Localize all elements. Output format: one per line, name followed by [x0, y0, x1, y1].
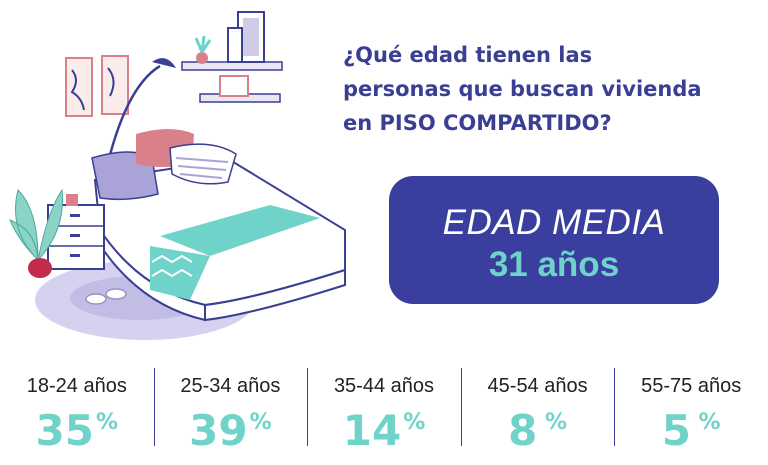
age-percentage: 5 % [614, 398, 768, 465]
nightstand-knob [70, 214, 80, 217]
age-stat: 35-44 años 14% [307, 366, 461, 455]
bed-front [204, 268, 346, 322]
slipper-left [85, 293, 107, 305]
percentage-number: 39 [189, 406, 248, 455]
age-range-label: 45-54 años [487, 375, 588, 397]
blanket-hang [150, 246, 210, 300]
age-percentage: 35% [0, 398, 154, 465]
nightstand-knob [70, 234, 80, 237]
percentage-number: 35 [35, 406, 94, 455]
age-percentage: 39% [154, 398, 308, 465]
frame-art [70, 69, 85, 111]
shelf-pot [196, 52, 208, 64]
percent-sign: % [403, 410, 426, 435]
plant-pot [28, 258, 52, 278]
pillow-stripes [175, 157, 229, 179]
shelf-top [181, 61, 283, 71]
average-age-label: EDAD MEDIA [442, 203, 666, 242]
shelf-plant [194, 35, 212, 53]
percent-sign: % [698, 410, 721, 435]
average-age-value: 31 años [488, 245, 620, 284]
plant-leaves [9, 188, 63, 261]
wall-frame-left [65, 57, 93, 117]
nightstand-cup [66, 194, 78, 206]
percent-sign: % [96, 410, 119, 435]
slipper-right [105, 288, 127, 300]
question-line-3: en PISO COMPARTIDO? [343, 111, 612, 135]
age-range-label: 35-44 años [333, 375, 435, 397]
age-range-label: 25-34 años [180, 375, 281, 397]
average-age-badge: EDAD MEDIA 31 años [389, 176, 719, 304]
shelf-frame-pink [219, 75, 249, 97]
question-line-1: ¿Qué edad tienen las [343, 43, 593, 67]
shelf-frame-small [227, 27, 243, 63]
pillow-striped [169, 143, 237, 185]
age-stat: 55-75 años 5 % [614, 366, 768, 455]
age-percentage: 14% [307, 398, 461, 465]
age-stat: 18-24 años 35% [0, 366, 154, 455]
bedroom-illustration [9, 11, 346, 340]
percent-sign: % [249, 410, 272, 435]
lamp-shade [152, 58, 176, 68]
nightstand-knob [70, 254, 80, 257]
question-line-2: personas que buscan vivienda [343, 77, 702, 101]
question-heading: ¿Qué edad tienen las personas que buscan… [343, 38, 743, 140]
age-range-label: 55-75 años [641, 375, 742, 397]
percentage-number: 14 [342, 406, 402, 455]
age-percentage: 8 % [461, 398, 615, 465]
frame-art [107, 67, 115, 97]
percentage-number: 8 [508, 406, 538, 455]
age-stat: 25-34 años 39% [153, 366, 308, 455]
blanket-pattern [151, 254, 193, 278]
frame-art [243, 18, 259, 56]
wall-frame-mid [101, 55, 129, 115]
percent-sign: % [544, 410, 567, 435]
age-stats-row: 18-24 años 35% 25-34 años 39% 35-44 años… [0, 366, 768, 455]
bed-blanket [160, 205, 320, 256]
age-range-label: 18-24 años [26, 375, 127, 397]
age-stat: 45-54 años 8 % [460, 366, 615, 455]
percentage-number: 5 [661, 406, 691, 455]
